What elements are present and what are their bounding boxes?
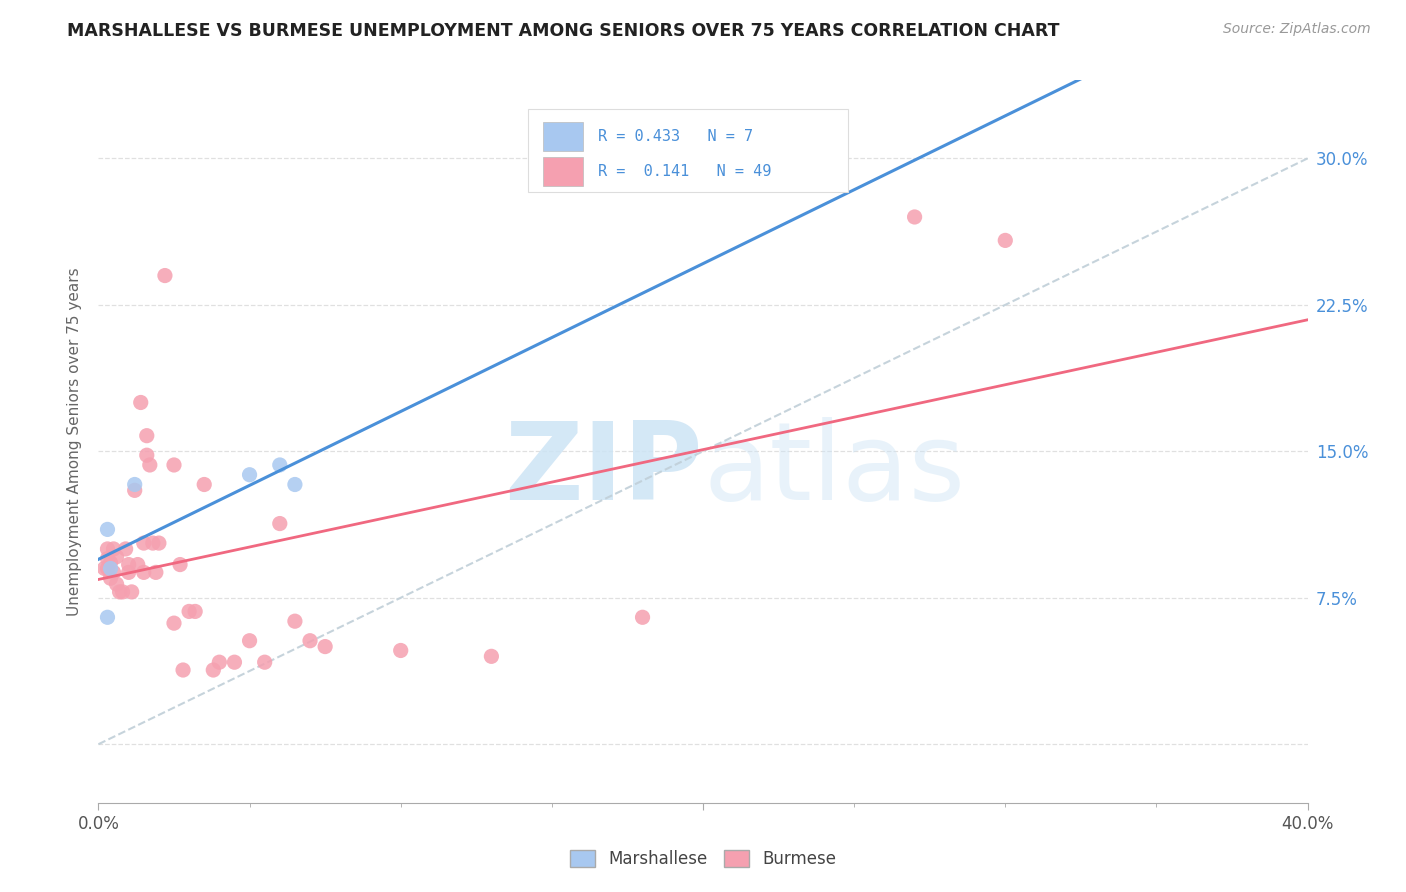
Point	[253, 655, 276, 669]
Point	[224, 655, 246, 669]
Point	[105, 549, 128, 564]
Text: Source: ZipAtlas.com: Source: ZipAtlas.com	[1223, 22, 1371, 37]
Point	[132, 536, 155, 550]
Point	[139, 458, 162, 472]
Point	[239, 633, 262, 648]
Text: R = 0.433   N = 7: R = 0.433 N = 7	[598, 129, 754, 145]
Point	[103, 566, 125, 580]
Point	[153, 268, 176, 283]
Point	[96, 610, 118, 624]
Y-axis label: Unemployment Among Seniors over 75 years: Unemployment Among Seniors over 75 years	[67, 268, 83, 615]
Text: ZIP: ZIP	[505, 417, 703, 524]
Point	[118, 566, 141, 580]
Point	[124, 483, 146, 498]
Point	[169, 558, 191, 572]
Point	[96, 551, 118, 566]
Point	[184, 604, 207, 618]
Point	[145, 566, 167, 580]
Point	[100, 571, 122, 585]
Point	[135, 428, 157, 442]
Point	[163, 458, 186, 472]
Point	[103, 541, 125, 556]
Point	[135, 448, 157, 462]
Point	[994, 234, 1017, 248]
Point	[129, 395, 152, 409]
Point	[193, 477, 215, 491]
Point	[108, 585, 131, 599]
Point	[127, 558, 149, 572]
Point	[93, 561, 115, 575]
Point	[124, 477, 146, 491]
Point	[100, 556, 122, 570]
Text: R =  0.141   N = 49: R = 0.141 N = 49	[598, 164, 770, 179]
Point	[269, 458, 291, 472]
Point	[142, 536, 165, 550]
Point	[132, 566, 155, 580]
Point	[299, 633, 322, 648]
Point	[148, 536, 170, 550]
Point	[208, 655, 231, 669]
Point	[239, 467, 262, 482]
Point	[389, 643, 412, 657]
Point	[96, 561, 118, 575]
Point	[179, 604, 201, 618]
Point	[100, 561, 122, 575]
Point	[284, 477, 307, 491]
Point	[118, 558, 141, 572]
FancyBboxPatch shape	[527, 109, 848, 193]
Point	[202, 663, 225, 677]
Point	[314, 640, 336, 654]
Point	[114, 541, 136, 556]
Point	[163, 616, 186, 631]
Point	[111, 585, 134, 599]
Point	[105, 577, 128, 591]
Point	[96, 541, 118, 556]
Point	[904, 210, 927, 224]
Point	[481, 649, 503, 664]
FancyBboxPatch shape	[543, 122, 583, 151]
Text: MARSHALLESE VS BURMESE UNEMPLOYMENT AMONG SENIORS OVER 75 YEARS CORRELATION CHAR: MARSHALLESE VS BURMESE UNEMPLOYMENT AMON…	[67, 22, 1060, 40]
Text: atlas: atlas	[703, 417, 965, 524]
Point	[172, 663, 194, 677]
Point	[284, 614, 307, 628]
Point	[269, 516, 291, 531]
Point	[96, 523, 118, 537]
Point	[121, 585, 143, 599]
Legend: Marshallese, Burmese: Marshallese, Burmese	[562, 843, 844, 875]
FancyBboxPatch shape	[543, 157, 583, 186]
Point	[631, 610, 654, 624]
